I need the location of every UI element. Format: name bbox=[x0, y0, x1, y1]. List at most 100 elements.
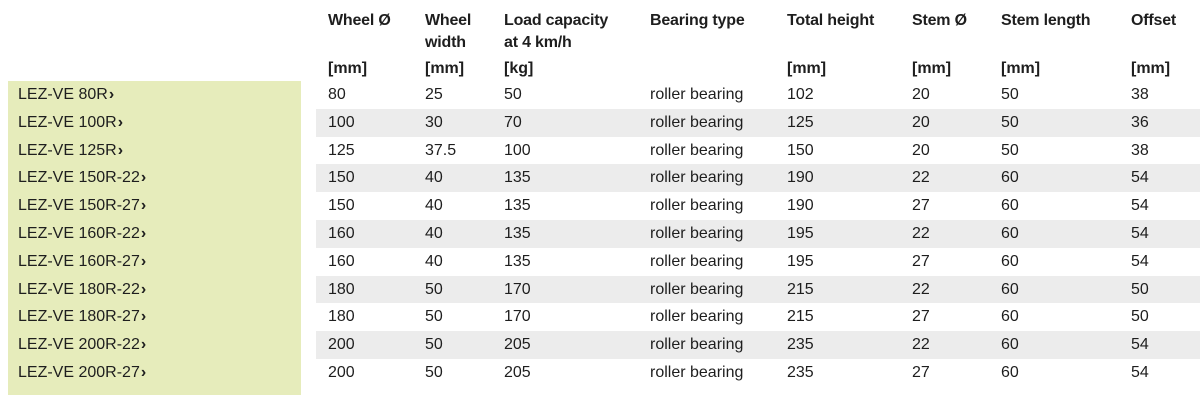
cell-load: 170 bbox=[504, 280, 531, 298]
article-number: LEZ-VE 125R bbox=[18, 141, 117, 159]
cell-stem-len: 60 bbox=[1001, 224, 1019, 242]
cell-height: 215 bbox=[787, 308, 814, 326]
column-header-line: Load capacity bbox=[504, 12, 609, 29]
column-header-load: Load capacity at 4 km/h bbox=[504, 10, 608, 54]
column-header-line: Stem length bbox=[1001, 12, 1091, 29]
cell-stem-len: 60 bbox=[1001, 336, 1019, 354]
article-number: LEZ-VE 160R-22 bbox=[18, 224, 140, 242]
table-row: LEZ-VE 180R-27› 180 50 170 roller bearing 215… bbox=[0, 303, 1200, 331]
column-header-line: Offset bbox=[1131, 12, 1177, 29]
cell-height: 235 bbox=[787, 363, 814, 381]
column-header-bearing: Bearing type bbox=[650, 10, 745, 32]
chevron-right-icon: › bbox=[140, 363, 147, 381]
cell-offset: 38 bbox=[1131, 86, 1149, 103]
article-link[interactable]: LEZ-VE 80R› bbox=[18, 81, 114, 109]
cell-load: 205 bbox=[504, 336, 531, 354]
cell-load: 135 bbox=[504, 224, 531, 242]
cell-load: 170 bbox=[504, 308, 531, 326]
cell-height: 195 bbox=[787, 252, 814, 270]
cell-bearing: roller bearing bbox=[650, 141, 744, 159]
chevron-right-icon: › bbox=[140, 197, 147, 215]
cell-stem-len: 60 bbox=[1001, 169, 1019, 187]
article-link[interactable]: LEZ-VE 100R› bbox=[18, 109, 123, 137]
chevron-right-icon: › bbox=[140, 308, 147, 326]
cell-stem-d: 20 bbox=[912, 86, 930, 103]
table-row: LEZ-VE 150R-22› 150 40 135 roller bearing 190… bbox=[0, 164, 1200, 192]
article-link[interactable]: LEZ-VE 160R-22› bbox=[18, 220, 146, 248]
article-link[interactable]: LEZ-VE 180R-27› bbox=[18, 303, 146, 331]
column-header-line: Bearing type bbox=[650, 12, 745, 29]
cell-stem-d: 22 bbox=[912, 336, 930, 354]
chevron-right-icon: › bbox=[140, 336, 147, 354]
cell-offset: 54 bbox=[1131, 169, 1149, 187]
chevron-right-icon: › bbox=[108, 86, 115, 103]
cell-load: 70 bbox=[504, 113, 522, 131]
cell-wheel-w: 40 bbox=[425, 224, 443, 242]
article-link[interactable]: LEZ-VE 125R› bbox=[18, 137, 123, 165]
table-body: LEZ-VE 80R› 80 25 50 roller bearing 102 20 50 38… bbox=[0, 81, 1200, 387]
cell-wheel-w: 40 bbox=[425, 197, 443, 215]
cell-wheel-w: 30 bbox=[425, 113, 443, 131]
cell-bearing: roller bearing bbox=[650, 197, 744, 215]
cell-height: 190 bbox=[787, 197, 814, 215]
column-unit-stem-len: [mm] bbox=[1001, 60, 1041, 77]
cell-wheel-w: 25 bbox=[425, 86, 443, 103]
column-unit-offset: [mm] bbox=[1131, 60, 1171, 77]
cell-wheel-d: 150 bbox=[328, 197, 355, 215]
column-header-line: at 4 km/h bbox=[504, 34, 572, 51]
chevron-right-icon: › bbox=[117, 113, 124, 131]
article-link[interactable]: LEZ-VE 180R-22› bbox=[18, 276, 146, 304]
article-link[interactable]: LEZ-VE 150R-22› bbox=[18, 164, 146, 192]
cell-load: 135 bbox=[504, 197, 531, 215]
article-number: LEZ-VE 150R-22 bbox=[18, 169, 140, 187]
article-link[interactable]: LEZ-VE 200R-22› bbox=[18, 331, 146, 359]
cell-wheel-w: 37.5 bbox=[425, 141, 457, 159]
cell-wheel-w: 50 bbox=[425, 363, 443, 381]
cell-wheel-w: 40 bbox=[425, 169, 443, 187]
cell-stem-len: 60 bbox=[1001, 252, 1019, 270]
cell-bearing: roller bearing bbox=[650, 308, 744, 326]
cell-offset: 50 bbox=[1131, 308, 1149, 326]
cell-bearing: roller bearing bbox=[650, 224, 744, 242]
cell-wheel-d: 180 bbox=[328, 308, 355, 326]
article-number: LEZ-VE 160R-27 bbox=[18, 252, 140, 270]
cell-height: 190 bbox=[787, 169, 814, 187]
article-number: LEZ-VE 100R bbox=[18, 113, 117, 131]
cell-wheel-d: 160 bbox=[328, 224, 355, 242]
chevron-right-icon: › bbox=[117, 141, 124, 159]
article-link[interactable]: LEZ-VE 200R-27› bbox=[18, 359, 146, 387]
article-link[interactable]: LEZ-VE 160R-27› bbox=[18, 248, 146, 276]
cell-stem-len: 60 bbox=[1001, 308, 1019, 326]
chevron-right-icon: › bbox=[140, 280, 147, 298]
cell-stem-len: 50 bbox=[1001, 141, 1019, 159]
column-header-height: Total height bbox=[787, 10, 874, 32]
cell-wheel-w: 50 bbox=[425, 336, 443, 354]
cell-offset: 50 bbox=[1131, 280, 1149, 298]
cell-load: 50 bbox=[504, 86, 522, 103]
article-link[interactable]: LEZ-VE 150R-27› bbox=[18, 192, 146, 220]
cell-wheel-d: 80 bbox=[328, 86, 346, 103]
column-header-wheel-d: Wheel Ø bbox=[328, 10, 391, 32]
cell-wheel-w: 50 bbox=[425, 280, 443, 298]
column-header-line: Wheel Ø bbox=[328, 12, 391, 29]
cell-stem-len: 60 bbox=[1001, 363, 1019, 381]
cell-load: 135 bbox=[504, 252, 531, 270]
article-number: LEZ-VE 180R-22 bbox=[18, 280, 140, 298]
cell-stem-d: 22 bbox=[912, 280, 930, 298]
cell-wheel-d: 150 bbox=[328, 169, 355, 187]
table-row: LEZ-VE 80R› 80 25 50 roller bearing 102 20 50 38 bbox=[0, 81, 1200, 109]
cell-height: 195 bbox=[787, 224, 814, 242]
cell-load: 100 bbox=[504, 141, 531, 159]
cell-bearing: roller bearing bbox=[650, 169, 744, 187]
cell-height: 125 bbox=[787, 113, 814, 131]
cell-offset: 38 bbox=[1131, 141, 1149, 159]
column-header-stem-len: Stem length bbox=[1001, 10, 1091, 32]
cell-stem-len: 60 bbox=[1001, 280, 1019, 298]
column-unit-wheel-d: [mm] bbox=[328, 60, 368, 77]
column-header-stem-d: Stem Ø bbox=[912, 10, 967, 32]
cell-wheel-d: 200 bbox=[328, 336, 355, 354]
table-row: LEZ-VE 150R-27› 150 40 135 roller bearing 190… bbox=[0, 192, 1200, 220]
article-number: LEZ-VE 80R bbox=[18, 86, 108, 103]
cell-bearing: roller bearing bbox=[650, 252, 744, 270]
